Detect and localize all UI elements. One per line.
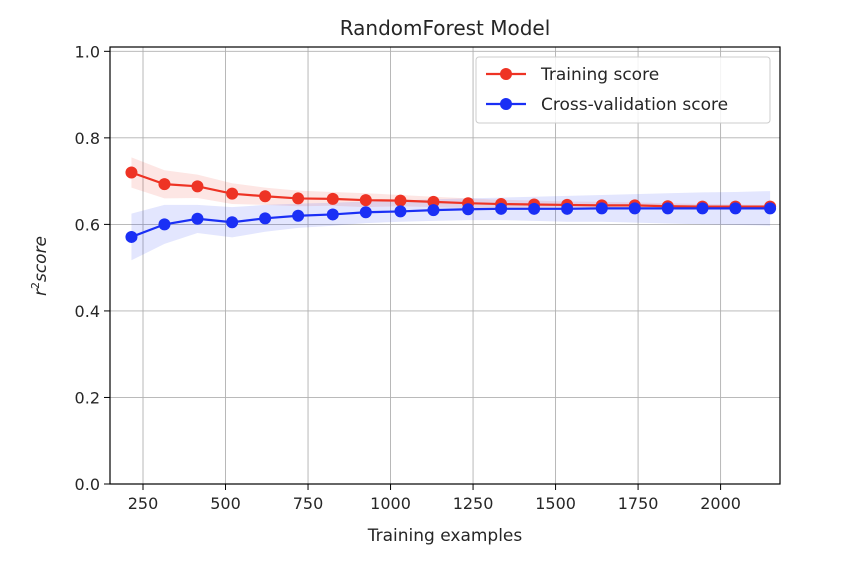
training-band [131,157,771,210]
training-point [259,190,272,203]
legend-marker-training [500,68,512,80]
cross-validation-point [394,205,407,218]
cross-validation-point [427,204,440,217]
x-tick-label: 250 [128,494,159,513]
x-axis-ticks: 250 500 750 1000 1250 1500 1750 2000 [128,484,741,513]
training-point [226,187,239,200]
x-tick-label: 2000 [700,494,741,513]
training-point [359,194,372,207]
training-point [125,166,138,179]
cross-validation-point [661,202,674,215]
y-tick-label: 0.6 [75,215,100,234]
legend-marker-cross-validation [500,98,512,110]
training-point [191,180,204,193]
cross-validation-point [628,202,641,215]
training-point [292,192,305,205]
y-tick-label: 0.0 [75,475,100,494]
y-tick-label: 0.2 [75,388,100,407]
cross-validation-point [158,218,171,231]
y-axis-title-score: score [31,236,51,282]
cross-validation-point [359,206,372,219]
chart-title: RandomForest Model [340,16,551,40]
x-tick-label: 1250 [453,494,494,513]
legend-box [475,56,771,124]
x-tick-label: 500 [210,494,241,513]
cross-validation-point [528,202,541,215]
y-tick-label: 0.4 [75,302,100,321]
cross-validation-point [495,202,508,215]
x-tick-label: 750 [293,494,324,513]
cross-validation-point [595,202,608,215]
y-tick-label: 0.8 [75,129,100,148]
y-tick-label: 1.0 [75,42,100,61]
x-tick-label: 1750 [618,494,659,513]
y-axis-title: r2score [29,236,51,296]
y-axis-title-superscript: 2 [29,282,42,289]
training-point [158,178,171,191]
cross-validation-point [561,202,574,215]
x-tick-label: 1000 [370,494,411,513]
series-points [125,166,777,243]
training-point [326,192,339,205]
cross-validation-point [696,202,709,215]
cross-validation-point [125,230,138,243]
cross-validation-point [729,202,742,215]
legend-label-training: Training score [540,65,659,85]
y-axis-ticks: 0.0 0.2 0.4 0.6 0.8 1.0 [75,42,110,494]
y-axis-title-r: r [31,288,51,296]
cross-validation-point [292,209,305,222]
training-point [394,194,407,207]
legend: Training score Cross-validation score [475,56,771,124]
x-tick-label: 1500 [535,494,576,513]
cross-validation-point [764,202,777,215]
cross-validation-point [226,216,239,229]
plot-frame [109,46,781,485]
cross-validation-point [462,203,475,216]
cross-validation-point [191,212,204,225]
cross-validation-point [259,212,272,225]
x-axis-title: Training examples [367,526,523,546]
cross-validation-point [326,208,339,221]
training-point [427,195,440,208]
legend-label-cross-validation: Cross-validation score [541,95,728,115]
